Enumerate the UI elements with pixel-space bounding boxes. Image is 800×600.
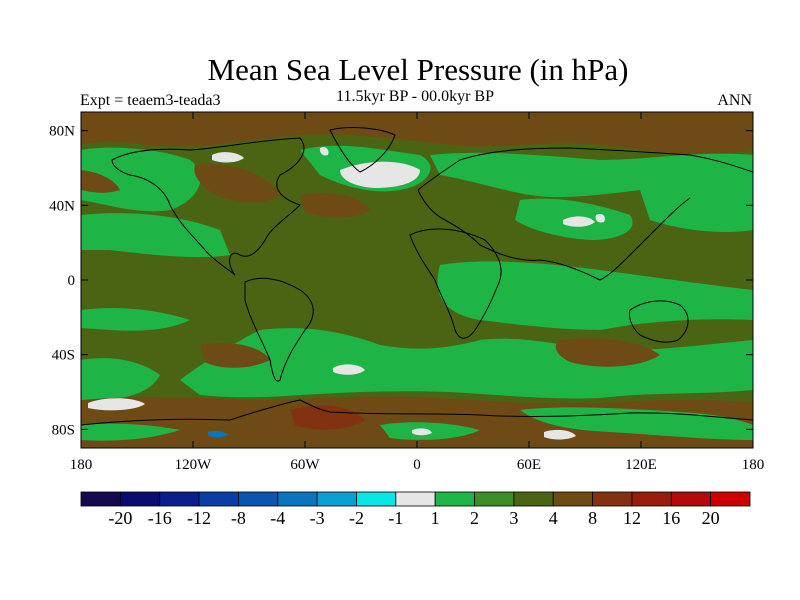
colorbar-label: -4 [270,508,285,528]
colorbar-label: 4 [549,508,558,528]
colorbar-swatch [356,491,397,507]
lat-tick-label: 40S [52,348,75,364]
colorbar-label: 1 [431,508,440,528]
field-southern-ocean-green [180,328,753,399]
lon-tick-label: 120E [625,457,657,473]
colorbar-swatch [80,491,121,507]
field-greenland-light [340,161,420,188]
field-antarctic-light-1 [544,429,576,440]
field-se-pacific-light [333,364,365,375]
field-s-pacific-green [81,308,190,331]
lon-tick-label: 180 [70,457,93,473]
field-ross-green [81,423,180,441]
colorbar-swatch [198,491,239,507]
field-indian-ocean-green [437,261,753,330]
experiment-label: Expt = teaem3-teada3 [80,92,221,109]
colorbar-label: -2 [349,508,364,528]
field-tibet-light [563,216,595,227]
field-canada-brown [194,164,280,203]
field-antarctic-blue [208,431,228,438]
lon-tick-label: 60W [290,457,320,473]
colorbar-label: -8 [231,508,246,528]
colorbar-label: -20 [108,508,132,528]
colorbar-swatch [631,491,672,507]
field-hudson-light [212,152,244,163]
coastlines [81,127,753,426]
field-se-pacific-brown [200,343,270,368]
field-pacific-green [81,213,230,258]
field-n-pacific-green [81,147,201,212]
colorbar-swatch [474,491,515,507]
colorbar-swatch [316,491,357,507]
colorbar-label: 8 [588,508,597,528]
coast-africa [409,228,502,339]
lat-tick-label: 80N [49,124,75,140]
field-sw-pacific-green [81,358,160,400]
coast-australia [629,300,689,343]
colorbar-label: -12 [187,508,211,528]
field-s-pacific-light [88,398,145,411]
field-eurasia-green [430,152,753,198]
colorbar-label: 16 [662,508,680,528]
colorbar-label: 2 [470,508,479,528]
colorbar-swatch [513,491,554,507]
plot-subtitle: 11.5kyr BP - 00.0kyr BP [336,88,494,105]
colorbar: -20 -16 -12 -8 -4 -3 -2 -1 1 2 3 4 8 12 16 20 [80,491,751,528]
season-label: ANN [717,92,752,109]
colorbar-label: 12 [623,508,641,528]
colorbar-swatch [159,491,200,507]
lon-tick-label: 60E [517,457,541,473]
coast-antarctica [81,399,753,426]
field-aleutian-brown [81,170,120,193]
lon-tick-label: 180 [742,457,765,473]
field-s-indian-brown [555,338,660,367]
colorbar-swatch [552,491,593,507]
coast-south-america [244,277,314,382]
lat-tick-label: 40N [49,198,75,214]
colorbar-swatch [710,491,751,507]
field-atlantic-brown [300,193,370,218]
field-antarctic-dark [290,405,365,430]
coast-eurasia [417,147,753,281]
colorbar-label: 20 [702,508,720,528]
longitude-ticks: 180 120W 60W 0 60E 120E 180 [70,112,765,473]
lat-tick-label: 0 [68,273,76,289]
lon-tick-label: 0 [413,457,421,473]
colorbar-label: -16 [148,508,172,528]
plot-title: Mean Sea Level Pressure (in hPa) [207,52,629,87]
lon-tick-label: 120W [175,457,213,473]
field-arctic-band [81,112,753,155]
latitude-ticks: 80N 40N 0 40S 80S [49,124,753,438]
field-arctic-light [319,147,329,156]
colorbar-label: -1 [388,508,403,528]
field-w-pacific-green [640,187,753,232]
colorbar-swatch [395,491,436,507]
colorbar-label: 3 [509,508,518,528]
pressure-field [81,112,753,448]
coast-greenland [329,127,396,173]
colorbar-swatch [434,491,475,507]
lat-tick-label: 80S [52,422,75,438]
field-tibet-light-2 [595,213,605,223]
colorbar-swatch [119,491,161,507]
colorbar-swatch [238,491,279,507]
colorbar-swatch [277,491,318,507]
coast-north-america [111,137,305,276]
colorbar-swatch [670,491,712,507]
colorbar-label: -3 [310,508,325,528]
field-antarctic-light-2 [412,428,432,436]
colorbar-swatch [592,491,633,507]
